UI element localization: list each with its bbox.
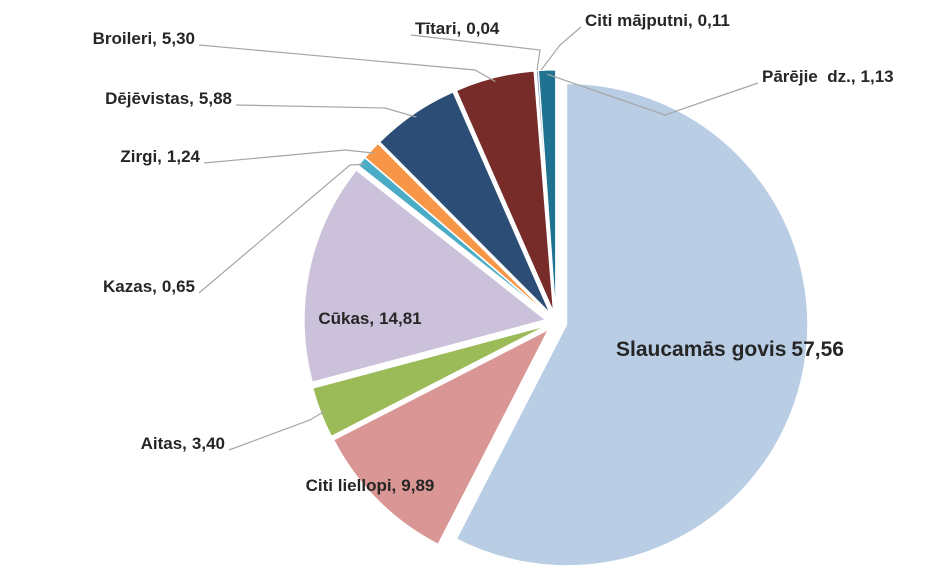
data-label: Cūkas, 14,81 [318, 309, 421, 328]
label-value: 1,13 [861, 67, 894, 86]
label-category: Citi mājputni, [585, 11, 693, 30]
label-value: 14,81 [379, 309, 422, 328]
leader-line [547, 73, 759, 116]
pie-slice [455, 70, 554, 312]
data-label: Citi mājputni, 0,11 [585, 11, 730, 30]
label-value: 0,11 [698, 11, 730, 30]
pie-slice [379, 91, 551, 314]
leader-line [537, 26, 582, 76]
data-label: Pārējie dz., 1,13 [762, 67, 894, 86]
label-category: Citi liellopi, [306, 476, 397, 495]
pie-slice [537, 69, 557, 312]
leader-line [198, 44, 496, 83]
data-label: Broileri, 5,30 [93, 29, 195, 48]
pie-slice [303, 169, 547, 383]
label-value: 0,65 [162, 277, 195, 296]
label-category: Kazas, [103, 277, 157, 296]
leader-line [235, 104, 417, 118]
data-label: Kazas, 0,65 [103, 277, 195, 296]
pie-slice [312, 325, 546, 437]
label-category: Zirgi, [120, 147, 162, 166]
pie-slice [357, 157, 548, 316]
data-label: Slaucamās govis 57,56 [616, 338, 844, 361]
label-category: Slaucamās govis [616, 338, 786, 361]
data-label: Tītari, 0,04 [415, 19, 500, 38]
data-label: Dējēvistas, 5,88 [105, 89, 232, 108]
pie-slice [455, 83, 809, 567]
label-value: 1,24 [167, 147, 201, 166]
pie-slice [364, 142, 549, 315]
label-category: Pārējie dz., [762, 67, 856, 86]
data-label: Zirgi, 1,24 [120, 147, 200, 166]
data-label: Citi liellopi, 9,89 [306, 476, 435, 495]
label-category: Tītari, [415, 19, 461, 38]
label-value: 5,88 [199, 89, 232, 108]
leader-line [228, 410, 325, 451]
label-value: 9,89 [401, 476, 434, 495]
pie-slice [333, 328, 550, 545]
leader-line [198, 163, 365, 294]
label-category: Aitas, [141, 434, 187, 453]
label-category: Broileri, [93, 29, 157, 48]
data-label: Aitas, 3,40 [141, 434, 225, 453]
leader-line [410, 34, 541, 75]
label-value: 57,56 [791, 338, 844, 361]
label-category: Cūkas, [318, 309, 374, 328]
leader-line [203, 149, 375, 164]
label-value: 0,04 [466, 19, 500, 38]
label-value: 3,40 [192, 434, 225, 453]
label-value: 5,30 [162, 29, 195, 48]
label-category: Dējēvistas, [105, 89, 194, 108]
